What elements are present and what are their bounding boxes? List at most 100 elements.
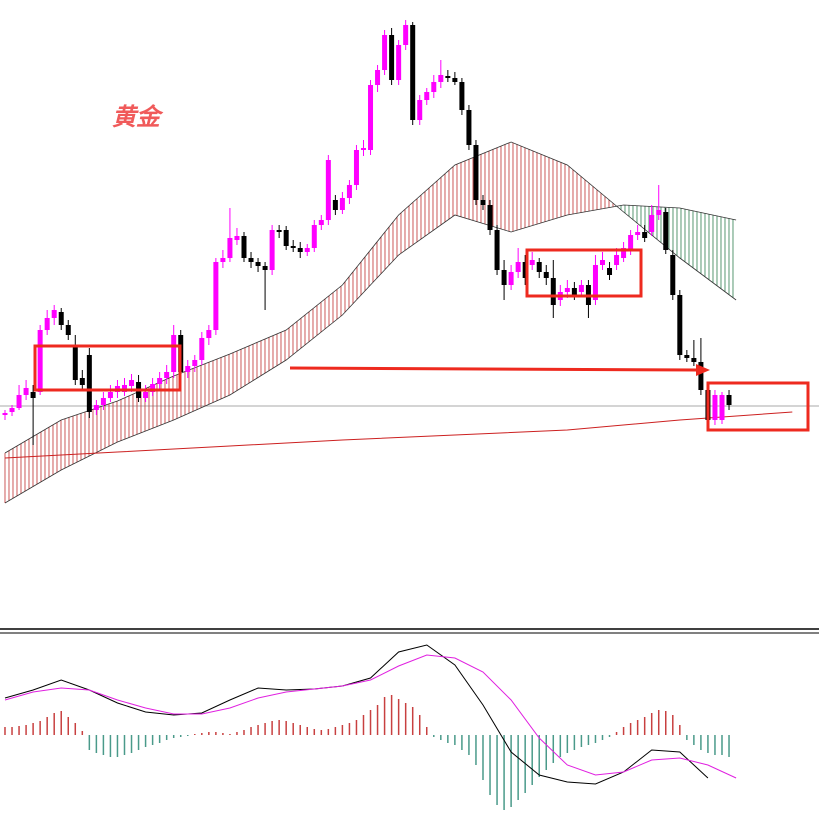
- arrow-head: [696, 364, 710, 376]
- candle-body: [171, 335, 177, 372]
- candle-body: [9, 408, 15, 412]
- candle-body: [663, 212, 669, 250]
- candle-body: [297, 248, 303, 252]
- candle-body: [318, 220, 324, 225]
- candle-body: [353, 150, 359, 185]
- candle-body: [515, 262, 521, 272]
- candle-body: [691, 358, 697, 362]
- candle-body: [628, 235, 634, 250]
- candle-body: [635, 232, 641, 235]
- candle-body: [614, 255, 620, 265]
- moving-average: [4, 411, 793, 459]
- candle-body: [157, 378, 163, 384]
- macd-line: [4, 644, 709, 785]
- candle-body: [2, 413, 8, 415]
- candle-body: [311, 225, 317, 248]
- candle-body: [621, 248, 627, 258]
- candle-body: [375, 70, 381, 85]
- candle-body: [150, 384, 156, 392]
- candle-body: [571, 288, 577, 296]
- candle-body: [712, 395, 718, 420]
- candle-body: [199, 338, 205, 360]
- candle-body: [677, 295, 683, 355]
- cloud-span-b: [4, 204, 737, 504]
- candle-body: [649, 215, 655, 232]
- candle-body: [431, 82, 437, 92]
- candle-body: [508, 272, 514, 285]
- candle-body: [543, 272, 549, 278]
- candle-body: [23, 388, 29, 395]
- candle-body: [396, 45, 402, 80]
- candle-body: [719, 395, 725, 420]
- highlight-box: [525, 248, 643, 298]
- candle-body: [86, 355, 92, 412]
- candle-body: [325, 160, 331, 220]
- candle-body: [410, 25, 416, 120]
- candle-body: [185, 366, 191, 372]
- candle-body: [592, 265, 598, 300]
- candle-body: [100, 398, 106, 405]
- candle-body: [58, 312, 64, 325]
- candle-body: [670, 255, 676, 295]
- candle-body: [445, 76, 451, 78]
- candle-body: [607, 268, 613, 275]
- candle-body: [30, 392, 36, 398]
- candle-body: [16, 395, 22, 408]
- candle-body: [283, 230, 289, 246]
- candle-body: [44, 318, 50, 330]
- candle-body: [684, 355, 690, 358]
- candle-body: [262, 266, 268, 270]
- candle-body: [473, 145, 479, 200]
- candle-body: [389, 35, 395, 80]
- candle-body: [578, 285, 584, 292]
- candle-body: [339, 198, 345, 210]
- candle-body: [129, 380, 135, 386]
- highlight-box: [706, 381, 810, 432]
- candle-body: [642, 232, 648, 238]
- cloud-span-a: [4, 141, 737, 454]
- candle-body: [501, 270, 507, 285]
- candle-body: [276, 230, 282, 232]
- cloud: [4, 141, 737, 504]
- annotations: [33, 248, 810, 432]
- candle-body: [487, 205, 493, 230]
- candle-body: [346, 185, 352, 198]
- candle-body: [656, 210, 662, 215]
- candle-body: [51, 310, 57, 318]
- ma-line: [4, 411, 793, 459]
- candle-body: [93, 405, 99, 410]
- candle-body: [79, 378, 85, 385]
- candles: [2, 20, 732, 445]
- candle-body: [213, 262, 219, 330]
- candle-body: [269, 230, 275, 270]
- chart-title: 黄金: [112, 103, 164, 131]
- candle-body: [480, 200, 486, 205]
- candle-body: [382, 35, 388, 70]
- candle-body: [438, 75, 444, 82]
- candle-body: [403, 25, 409, 45]
- candle-body: [65, 325, 71, 335]
- signal-line: [4, 654, 737, 779]
- macd-panel: [4, 644, 737, 810]
- highlight-box: [33, 344, 182, 392]
- candle-body: [290, 246, 296, 248]
- candle-body: [234, 236, 240, 240]
- candle-body: [255, 262, 261, 266]
- candle-body: [72, 345, 78, 380]
- candle-body: [417, 100, 423, 120]
- candle-body: [360, 148, 366, 150]
- candle-body: [494, 230, 500, 270]
- candle-body: [304, 248, 310, 252]
- candle-body: [698, 362, 704, 390]
- candle-body: [599, 260, 605, 265]
- candle-body: [564, 288, 570, 292]
- candle-body: [424, 92, 430, 100]
- candle-body: [164, 372, 170, 378]
- candle-body: [459, 82, 465, 110]
- candle-body: [466, 110, 472, 145]
- candle-body: [726, 395, 732, 405]
- arrow-line: [289, 366, 699, 372]
- candle-body: [37, 330, 43, 392]
